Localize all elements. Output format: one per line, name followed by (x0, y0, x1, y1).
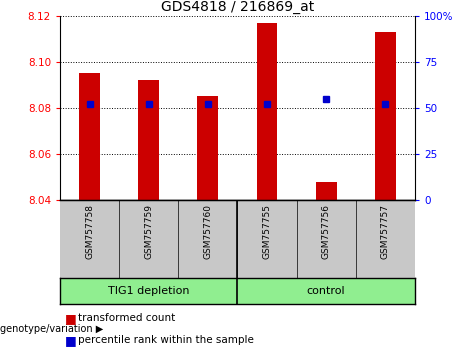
Text: GSM757760: GSM757760 (203, 204, 213, 259)
Text: GSM757758: GSM757758 (85, 204, 94, 259)
Text: genotype/variation ▶: genotype/variation ▶ (0, 324, 103, 334)
Bar (375, 32, 396, 200)
Text: GSM757755: GSM757755 (262, 204, 272, 259)
Bar (197, 96, 218, 200)
Text: TIG1 depletion: TIG1 depletion (108, 286, 189, 296)
Text: GSM757757: GSM757757 (381, 204, 390, 259)
Title: GDS4818 / 216869_at: GDS4818 / 216869_at (161, 0, 314, 13)
Text: ■: ■ (65, 312, 76, 325)
Text: percentile rank within the sample: percentile rank within the sample (78, 335, 254, 345)
Text: GSM757756: GSM757756 (322, 204, 331, 259)
Text: ■: ■ (65, 333, 76, 347)
Bar (79, 73, 100, 200)
Bar (257, 23, 278, 200)
Bar (138, 80, 159, 200)
Text: transformed count: transformed count (78, 313, 176, 323)
Text: control: control (307, 286, 345, 296)
Bar (316, 182, 337, 200)
Text: GSM757759: GSM757759 (144, 204, 153, 259)
